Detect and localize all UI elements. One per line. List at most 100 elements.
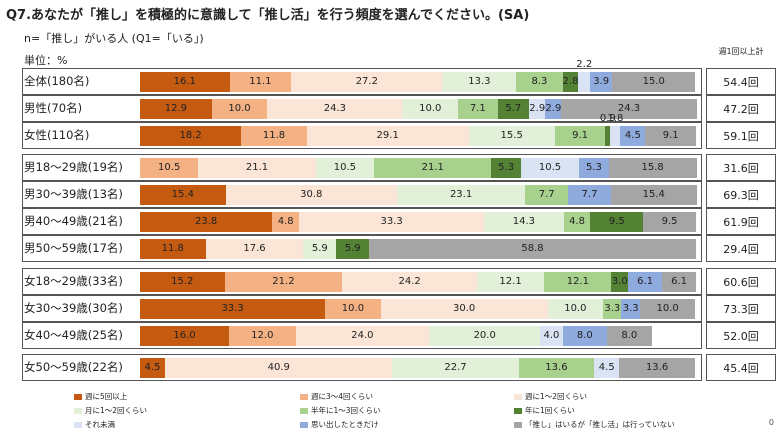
bar-segment: 16.1 [140, 71, 230, 92]
bar-segment: 11.1 [229, 71, 292, 92]
data-label: 10.5 [158, 161, 181, 173]
data-label: 24.2 [398, 275, 421, 287]
data-label: 3.0 [611, 275, 628, 287]
bar-segment: 10.0 [402, 98, 459, 119]
bar-segment: 2.9 [529, 98, 546, 119]
data-label: 33.3 [380, 215, 403, 227]
data-label: 12.1 [566, 275, 589, 287]
bar-segment: 8.0 [607, 325, 652, 346]
data-label: 23.8 [195, 215, 218, 227]
bar-segment: 13.6 [518, 357, 595, 378]
data-label: 4.8 [569, 215, 585, 227]
bar-segment: 4.8 [272, 211, 299, 232]
legend-swatch [74, 393, 82, 400]
bar-segment: 10.0 [325, 298, 381, 319]
bar-segment: 24.0 [295, 325, 430, 346]
bar-segment: 11.8 [241, 125, 307, 146]
bar-segment: 24.2 [342, 271, 477, 292]
data-label: 24.3 [617, 102, 641, 114]
category-label: 女18～29歳(33名) [24, 274, 123, 288]
legend-swatch [514, 407, 522, 414]
bar-segment: 9.5 [643, 211, 696, 232]
bar-segment: 0.9 [600, 113, 616, 146]
total-value: 60.6回 [706, 268, 776, 295]
data-label: 5.7 [505, 102, 522, 114]
data-label: 7.7 [538, 188, 555, 200]
legend-entry: 思い出したときだけ [300, 419, 379, 430]
row-frame [22, 235, 702, 262]
bar-segment: 15.4 [610, 184, 697, 205]
bar-segment: 16.0 [140, 325, 229, 346]
total-value: 61.9回 [706, 208, 776, 235]
bar-segment: 23.8 [140, 211, 273, 232]
row-frame [22, 322, 702, 349]
category-label: 女性(110名) [24, 128, 90, 142]
bar-segment: 7.7 [525, 184, 569, 205]
bar-segment: 23.1 [396, 184, 526, 205]
bar-segment: 33.3 [140, 298, 326, 319]
data-label: 24.3 [323, 102, 346, 114]
bar-segment: 2.2 [576, 59, 592, 92]
total-value: 45.4回 [706, 354, 776, 381]
legend-swatch [514, 393, 522, 400]
bar-segment: 10.0 [211, 98, 268, 119]
data-label: 9.1 [662, 129, 679, 141]
total-value: 52.0回 [706, 322, 776, 349]
data-label: 23.1 [449, 188, 473, 200]
bar-segment: 8.3 [516, 71, 563, 92]
bar-segment: 7.1 [458, 98, 498, 119]
bar-segment: 12.9 [140, 98, 212, 119]
legend-swatch [300, 421, 308, 428]
data-label: 27.2 [355, 75, 378, 87]
legend-entry: 週に5回以上 [74, 391, 127, 402]
legend-entry: 半年に1～3回くらい [300, 405, 381, 416]
page-number: 0 [768, 418, 774, 427]
data-label: 1.8 [607, 112, 624, 124]
bar-segment: 30.0 [380, 298, 548, 319]
data-label: 33.3 [221, 302, 244, 314]
bar-segment: 4.5 [594, 357, 620, 378]
bar-segment: 12.1 [476, 271, 545, 292]
chart-subtitle: n=「推し」がいる人 (Q1=「いる」) [24, 32, 204, 45]
bar-segment: 4.5 [620, 125, 646, 146]
data-label: 8.0 [576, 329, 593, 341]
chart-title: Q7.あなたが「推し」を積極的に意識して「推し活」を行う頻度を選んでください。(… [6, 8, 530, 23]
bar-segment: 21.1 [374, 157, 492, 178]
data-label: 29.1 [376, 129, 399, 141]
data-label: 15.2 [171, 275, 194, 287]
bar-segment: 29.1 [306, 125, 469, 146]
bar-segment: 10.5 [315, 157, 375, 178]
bar-segment: 9.1 [645, 125, 696, 146]
bar-segment: 4.8 [563, 211, 591, 232]
bar-segment: 3.3 [621, 298, 640, 319]
category-label: 男50～59歳(17名) [24, 241, 123, 255]
data-label: 2.8 [562, 75, 579, 87]
data-label: 11.8 [262, 129, 286, 141]
bar-segment: 9.5 [590, 211, 644, 232]
data-label: 4.8 [277, 215, 294, 227]
row-frame [22, 295, 702, 322]
bar-segment: 5.9 [303, 238, 337, 259]
legend-label: 週に1～2回くらい [525, 392, 588, 401]
bar-segment: 13.3 [442, 71, 517, 92]
bar-segment: 4.5 [140, 357, 166, 378]
bar-segment: 24.3 [267, 98, 403, 119]
bar-segment: 17.6 [205, 238, 304, 259]
legend-swatch [514, 421, 522, 428]
data-label: 21.1 [421, 161, 444, 173]
bar-segment: 33.3 [299, 211, 485, 232]
data-label: 3.3 [622, 302, 639, 314]
total-value: 54.4回 [706, 68, 776, 95]
data-label: 20.0 [473, 329, 496, 341]
bar-segment: 15.0 [612, 71, 696, 92]
bar-segment: 5.3 [491, 157, 521, 178]
data-label: 14.3 [512, 215, 536, 227]
bar-segment: 15.2 [140, 271, 225, 292]
bar-segment: 22.7 [392, 357, 519, 378]
data-label: 12.1 [499, 275, 522, 287]
data-label: 9.5 [608, 215, 625, 227]
row-frame [22, 268, 702, 295]
data-label: 15.4 [171, 188, 194, 200]
data-label: 10.0 [564, 302, 587, 314]
data-label: 2.9 [529, 102, 546, 114]
